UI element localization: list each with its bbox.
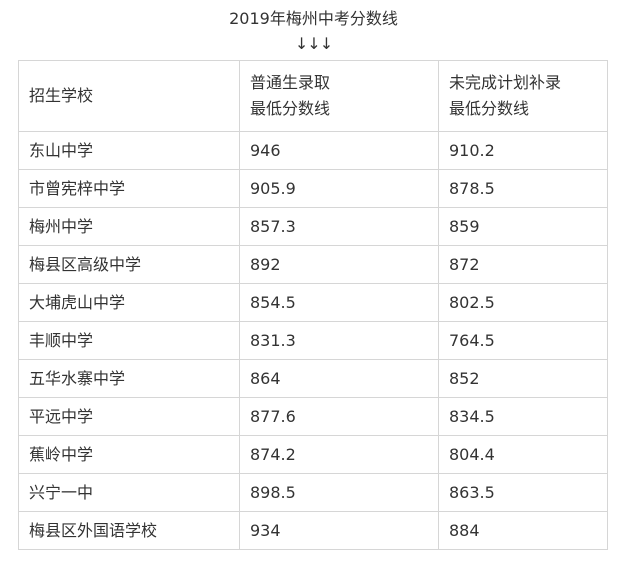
- table-row: 蕉岭中学 874.2 804.4: [18, 435, 608, 474]
- score-table: 招生学校 普通生录取 最低分数线 未完成计划补录 最低分数线 东山中学 946 …: [18, 60, 608, 550]
- school-cell: 梅县区外国语学校: [18, 511, 240, 550]
- header-supplement-line2: 最低分数线: [449, 99, 530, 118]
- supplement-score-cell: 859: [438, 207, 608, 246]
- school-cell: 梅县区高级中学: [18, 245, 240, 284]
- general-score-cell: 864: [239, 359, 439, 398]
- page-title: 2019年梅州中考分数线: [229, 9, 398, 28]
- header-general-score: 普通生录取 最低分数线: [239, 60, 439, 132]
- header-school-label: 招生学校: [29, 86, 94, 105]
- header-supplement-line1: 未完成计划补录: [449, 73, 562, 92]
- table-row: 梅县区高级中学 892 872: [18, 245, 608, 284]
- supplement-score-cell: 910.2: [438, 131, 608, 170]
- supplement-score-cell: 863.5: [438, 473, 608, 512]
- table-row: 梅县区外国语学校 934 884: [18, 511, 608, 550]
- table-row: 市曾宪梓中学 905.9 878.5: [18, 169, 608, 208]
- header-general-line1: 普通生录取: [250, 73, 331, 92]
- supplement-score-cell: 804.4: [438, 435, 608, 474]
- school-cell: 梅州中学: [18, 207, 240, 246]
- header-supplement-score: 未完成计划补录 最低分数线: [438, 60, 608, 132]
- general-score-cell: 857.3: [239, 207, 439, 246]
- table-row: 五华水寨中学 864 852: [18, 359, 608, 398]
- supplement-score-cell: 884: [438, 511, 608, 550]
- header-school: 招生学校: [18, 60, 240, 132]
- general-score-cell: 892: [239, 245, 439, 284]
- school-cell: 大埔虎山中学: [18, 283, 240, 322]
- general-score-cell: 898.5: [239, 473, 439, 512]
- supplement-score-cell: 878.5: [438, 169, 608, 208]
- table-row: 梅州中学 857.3 859: [18, 207, 608, 246]
- general-score-cell: 934: [239, 511, 439, 550]
- supplement-score-cell: 852: [438, 359, 608, 398]
- table-row: 大埔虎山中学 854.5 802.5: [18, 283, 608, 322]
- table-row: 平远中学 877.6 834.5: [18, 397, 608, 436]
- down-arrows-icon: ↓↓↓: [294, 34, 333, 53]
- table-header-row: 招生学校 普通生录取 最低分数线 未完成计划补录 最低分数线: [18, 60, 608, 132]
- school-cell: 丰顺中学: [18, 321, 240, 360]
- general-score-cell: 877.6: [239, 397, 439, 436]
- table-row: 东山中学 946 910.2: [18, 131, 608, 170]
- school-cell: 市曾宪梓中学: [18, 169, 240, 208]
- school-cell: 东山中学: [18, 131, 240, 170]
- supplement-score-cell: 764.5: [438, 321, 608, 360]
- school-cell: 平远中学: [18, 397, 240, 436]
- school-cell: 五华水寨中学: [18, 359, 240, 398]
- general-score-cell: 854.5: [239, 283, 439, 322]
- table-row: 兴宁一中 898.5 863.5: [18, 473, 608, 512]
- school-cell: 蕉岭中学: [18, 435, 240, 474]
- header-general-line2: 最低分数线: [250, 99, 331, 118]
- supplement-score-cell: 834.5: [438, 397, 608, 436]
- general-score-cell: 831.3: [239, 321, 439, 360]
- school-cell: 兴宁一中: [18, 473, 240, 512]
- general-score-cell: 874.2: [239, 435, 439, 474]
- general-score-cell: 946: [239, 131, 439, 170]
- supplement-score-cell: 802.5: [438, 283, 608, 322]
- general-score-cell: 905.9: [239, 169, 439, 208]
- table-row: 丰顺中学 831.3 764.5: [18, 321, 608, 360]
- supplement-score-cell: 872: [438, 245, 608, 284]
